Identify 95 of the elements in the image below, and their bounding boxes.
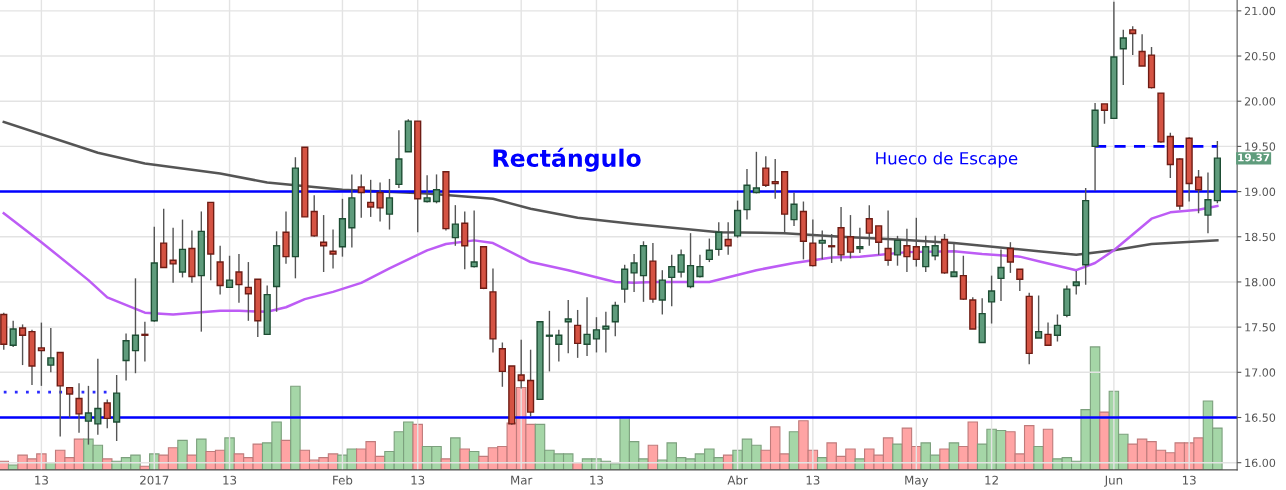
candlestick (668, 254, 676, 308)
y-tick-label: 17.50 (1245, 323, 1276, 332)
text: 19.37 (1238, 153, 1270, 162)
candlestick (611, 301, 619, 337)
candlestick (423, 174, 431, 204)
candlestick (1072, 270, 1080, 296)
annotation: Rectángulo (493, 147, 641, 172)
candlestick (94, 358, 102, 436)
x-tick-label: 2017 (140, 475, 169, 485)
candlestick (169, 227, 177, 284)
candlestick (621, 264, 629, 304)
candlestick (856, 227, 864, 254)
y-tick-label: 20.00 (1244, 97, 1276, 106)
y-tick-label: 16.00 (1245, 458, 1276, 468)
bar (459, 448, 471, 470)
candlestick (555, 329, 563, 363)
candlestick (37, 321, 46, 387)
candlestick (103, 398, 111, 430)
candlestick (1119, 29, 1127, 86)
candlestick (705, 237, 713, 263)
candlestick (752, 151, 761, 195)
x-tick-label: May (905, 475, 929, 487)
candlestick (1129, 25, 1137, 56)
y-tick-label: 16.50 (1245, 413, 1276, 422)
candlestick (451, 204, 459, 247)
x-tick-label: 13 (590, 475, 604, 485)
x-tick-label: Jun (1104, 475, 1123, 487)
candlestick (66, 386, 74, 419)
candlestick (18, 323, 27, 366)
candlestick (216, 245, 224, 296)
x-tick-label: 13 (223, 475, 237, 485)
candlestick (1194, 169, 1203, 214)
line-series (2, 204, 1219, 316)
candlestick (75, 382, 83, 434)
candlestick (9, 320, 17, 348)
bar (290, 385, 301, 470)
candlestick (592, 316, 601, 354)
candlestick (771, 158, 779, 200)
candlestick (178, 218, 187, 279)
candlestick (583, 296, 591, 357)
candlestick (1016, 268, 1024, 292)
candlestick (564, 299, 572, 355)
candlestick (385, 178, 394, 231)
y-tick-label: 21.00 (1244, 6, 1276, 16)
candlestick (47, 327, 55, 374)
y-tick-label: 18.50 (1245, 232, 1276, 242)
x-tick-label: Mar (511, 475, 533, 485)
candlestick (1138, 33, 1146, 67)
candlestick (357, 173, 365, 219)
x-tick-label: 13 (411, 475, 425, 485)
candlestick (987, 274, 996, 325)
candlestick (602, 311, 610, 354)
candlestick (686, 232, 695, 289)
candlestick (376, 181, 384, 223)
x-tick-label: 13 (1182, 475, 1196, 485)
candlestick (367, 179, 375, 218)
candlestick (658, 269, 666, 316)
candlestick (131, 277, 140, 374)
bar (892, 443, 903, 470)
y-tick-label: 17.00 (1245, 368, 1276, 377)
candlestick (141, 321, 149, 363)
candlestick (574, 309, 582, 359)
candlestick (235, 253, 243, 304)
candlestick (1053, 313, 1062, 343)
candlestick (461, 210, 469, 270)
candlestick (865, 204, 873, 247)
candlestick (1204, 171, 1212, 234)
candlestick (122, 332, 130, 382)
candlestick (1100, 103, 1109, 125)
y-tick-label: 18.00 (1245, 277, 1276, 287)
x-tick-label: 13 (35, 475, 48, 485)
candlestick (959, 255, 967, 301)
candlestick (320, 214, 328, 273)
bar (177, 439, 188, 470)
y-tick-label: 19.00 (1245, 187, 1276, 196)
x-tick-label: 12 (985, 475, 998, 485)
candlestick (432, 173, 441, 205)
candlestick (630, 253, 638, 293)
candlestick (329, 228, 337, 270)
x-tick-label: Abr (727, 475, 748, 485)
candlestick (545, 310, 554, 373)
y-tick-label: 20.50 (1244, 52, 1276, 61)
y-tick-label: 19.50 (1245, 142, 1276, 151)
candlestick (1035, 294, 1043, 339)
annotation: Hueco de Escape (876, 151, 1018, 168)
candlestick (470, 209, 478, 269)
x-tick-label: 13 (806, 475, 820, 485)
candlestick (677, 248, 685, 279)
candlestick (790, 191, 798, 227)
x-tick-label: Feb (333, 475, 353, 485)
candlestick (244, 261, 252, 322)
candlestick (1044, 321, 1052, 346)
candlestick (498, 341, 506, 388)
candlestick (225, 255, 234, 289)
candlestick (762, 155, 770, 188)
